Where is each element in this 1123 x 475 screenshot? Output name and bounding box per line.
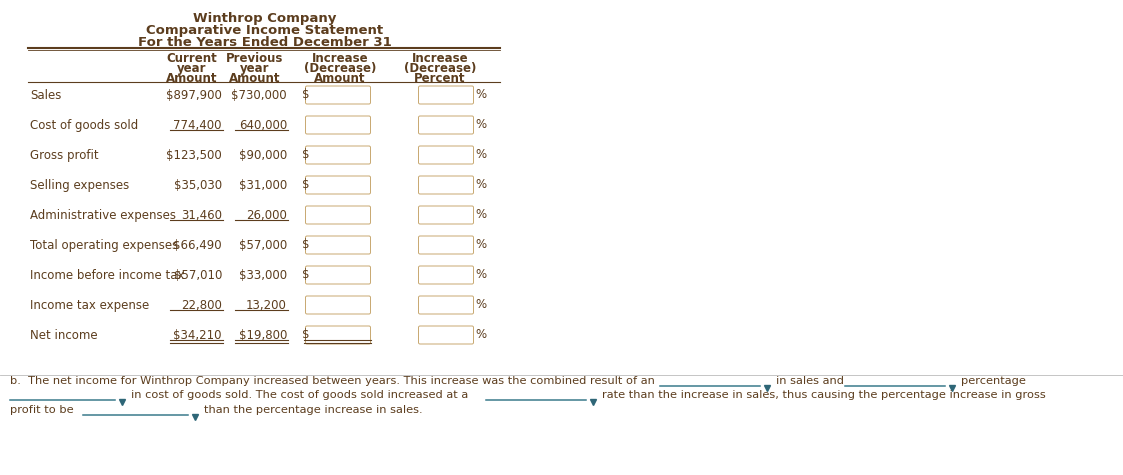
Text: $33,000: $33,000 bbox=[239, 269, 287, 282]
Text: Increase: Increase bbox=[312, 52, 368, 65]
Text: 26,000: 26,000 bbox=[246, 209, 287, 222]
Text: $: $ bbox=[302, 238, 310, 251]
Text: %: % bbox=[475, 238, 486, 251]
Text: $90,000: $90,000 bbox=[239, 149, 287, 162]
Text: Comparative Income Statement: Comparative Income Statement bbox=[146, 24, 384, 37]
FancyBboxPatch shape bbox=[305, 326, 371, 344]
FancyBboxPatch shape bbox=[305, 116, 371, 134]
FancyBboxPatch shape bbox=[419, 296, 474, 314]
Text: 774,400: 774,400 bbox=[173, 119, 222, 132]
Text: Total operating expenses: Total operating expenses bbox=[30, 239, 179, 252]
Text: %: % bbox=[475, 88, 486, 102]
Text: $19,800: $19,800 bbox=[238, 329, 287, 342]
Text: Increase: Increase bbox=[412, 52, 468, 65]
Text: Gross profit: Gross profit bbox=[30, 149, 99, 162]
FancyBboxPatch shape bbox=[305, 86, 371, 104]
Text: Income tax expense: Income tax expense bbox=[30, 299, 149, 312]
Text: $66,490: $66,490 bbox=[173, 239, 222, 252]
Text: For the Years Ended December 31: For the Years Ended December 31 bbox=[138, 36, 392, 49]
Text: $: $ bbox=[302, 88, 310, 102]
Text: $35,030: $35,030 bbox=[174, 179, 222, 192]
Text: Current: Current bbox=[166, 52, 218, 65]
Text: $897,900: $897,900 bbox=[166, 89, 222, 102]
Text: Amount: Amount bbox=[229, 72, 281, 85]
Text: than the percentage increase in sales.: than the percentage increase in sales. bbox=[204, 405, 422, 415]
FancyBboxPatch shape bbox=[419, 146, 474, 164]
Text: %: % bbox=[475, 118, 486, 132]
Text: 31,460: 31,460 bbox=[181, 209, 222, 222]
FancyBboxPatch shape bbox=[305, 206, 371, 224]
Text: %: % bbox=[475, 149, 486, 162]
Text: Sales: Sales bbox=[30, 89, 62, 102]
Text: $: $ bbox=[302, 179, 310, 191]
FancyBboxPatch shape bbox=[419, 206, 474, 224]
FancyBboxPatch shape bbox=[305, 236, 371, 254]
FancyBboxPatch shape bbox=[419, 86, 474, 104]
Text: $123,500: $123,500 bbox=[166, 149, 222, 162]
Text: Income before income tax: Income before income tax bbox=[30, 269, 184, 282]
Text: $34,210: $34,210 bbox=[173, 329, 222, 342]
Text: 640,000: 640,000 bbox=[239, 119, 287, 132]
Text: Selling expenses: Selling expenses bbox=[30, 179, 129, 192]
Text: $57,000: $57,000 bbox=[239, 239, 287, 252]
Text: percentage: percentage bbox=[961, 376, 1026, 386]
FancyBboxPatch shape bbox=[419, 236, 474, 254]
FancyBboxPatch shape bbox=[305, 146, 371, 164]
Text: $: $ bbox=[302, 268, 310, 282]
Text: %: % bbox=[475, 179, 486, 191]
Text: Winthrop Company: Winthrop Company bbox=[193, 12, 337, 25]
Text: year: year bbox=[177, 62, 207, 75]
Text: Previous: Previous bbox=[227, 52, 284, 65]
Text: $: $ bbox=[302, 329, 310, 342]
FancyBboxPatch shape bbox=[419, 116, 474, 134]
Text: $: $ bbox=[302, 149, 310, 162]
Text: 22,800: 22,800 bbox=[181, 299, 222, 312]
Text: Cost of goods sold: Cost of goods sold bbox=[30, 119, 138, 132]
Text: %: % bbox=[475, 209, 486, 221]
Text: rate than the increase in sales, thus causing the percentage increase in gross: rate than the increase in sales, thus ca… bbox=[602, 390, 1046, 400]
Text: Administrative expenses: Administrative expenses bbox=[30, 209, 176, 222]
Text: %: % bbox=[475, 298, 486, 312]
Text: %: % bbox=[475, 268, 486, 282]
Text: Percent: Percent bbox=[414, 72, 466, 85]
Text: profit to be: profit to be bbox=[10, 405, 74, 415]
FancyBboxPatch shape bbox=[419, 326, 474, 344]
FancyBboxPatch shape bbox=[305, 296, 371, 314]
Text: %: % bbox=[475, 329, 486, 342]
Text: b.  The net income for Winthrop Company increased between years. This increase w: b. The net income for Winthrop Company i… bbox=[10, 376, 655, 386]
Text: $57,010: $57,010 bbox=[174, 269, 222, 282]
Text: Amount: Amount bbox=[314, 72, 366, 85]
FancyBboxPatch shape bbox=[419, 266, 474, 284]
Text: (Decrease): (Decrease) bbox=[404, 62, 476, 75]
Text: Net income: Net income bbox=[30, 329, 98, 342]
Text: $31,000: $31,000 bbox=[239, 179, 287, 192]
Text: (Decrease): (Decrease) bbox=[304, 62, 376, 75]
FancyBboxPatch shape bbox=[419, 176, 474, 194]
Text: in cost of goods sold. The cost of goods sold increased at a: in cost of goods sold. The cost of goods… bbox=[131, 390, 468, 400]
Text: year: year bbox=[240, 62, 270, 75]
Text: Amount: Amount bbox=[166, 72, 218, 85]
Text: $730,000: $730,000 bbox=[231, 89, 287, 102]
FancyBboxPatch shape bbox=[305, 266, 371, 284]
Text: in sales and: in sales and bbox=[776, 376, 844, 386]
Text: 13,200: 13,200 bbox=[246, 299, 287, 312]
FancyBboxPatch shape bbox=[305, 176, 371, 194]
